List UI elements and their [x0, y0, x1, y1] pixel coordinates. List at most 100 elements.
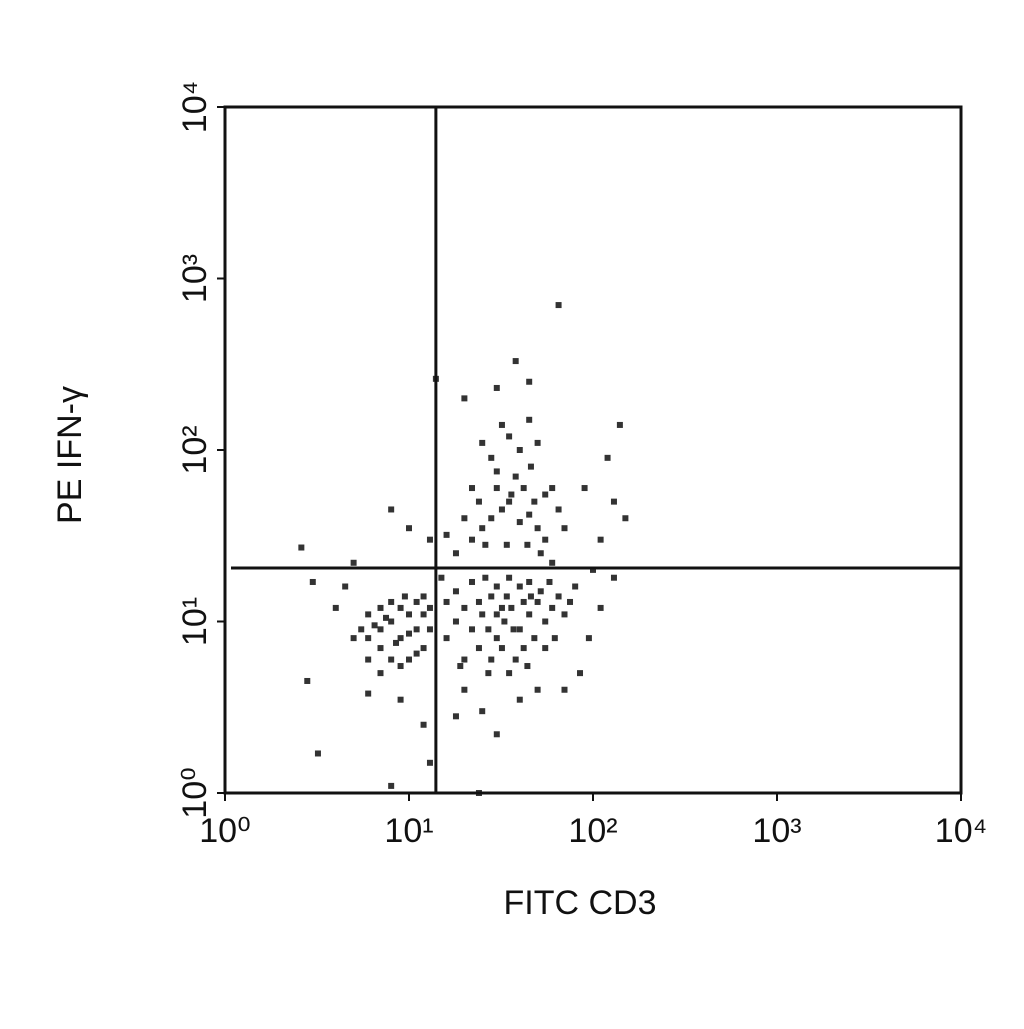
- point: [555, 302, 562, 309]
- point: [461, 515, 468, 522]
- point: [388, 656, 395, 663]
- point: [503, 541, 510, 548]
- y-axis-label: PE IFN-γ: [51, 386, 89, 524]
- y-tick-label: 10³: [176, 254, 214, 303]
- point: [555, 506, 562, 513]
- point: [452, 713, 459, 720]
- point: [365, 635, 372, 642]
- point: [561, 611, 568, 618]
- point: [537, 550, 544, 557]
- point: [342, 583, 349, 590]
- point: [516, 626, 523, 633]
- y-tick-label: 10⁴: [176, 81, 214, 133]
- point: [413, 626, 420, 633]
- point: [304, 677, 311, 684]
- point: [542, 491, 549, 498]
- point: [452, 588, 459, 595]
- point: [512, 656, 519, 663]
- point: [365, 656, 372, 663]
- point: [531, 498, 538, 505]
- point: [388, 598, 395, 605]
- point: [443, 635, 450, 642]
- point: [397, 663, 404, 670]
- point: [479, 525, 486, 532]
- point: [426, 759, 433, 766]
- point: [457, 663, 464, 670]
- point: [413, 650, 420, 657]
- point: [512, 473, 519, 480]
- x-tick-label: 10⁴: [935, 812, 987, 850]
- point: [413, 598, 420, 605]
- point: [506, 670, 513, 677]
- point: [485, 626, 492, 633]
- point: [534, 439, 541, 446]
- x-tick-label: 10⁰: [199, 812, 250, 850]
- point: [526, 611, 533, 618]
- y-tick-label: 10¹: [176, 597, 214, 646]
- point: [498, 421, 505, 428]
- point: [482, 574, 489, 581]
- point: [508, 604, 515, 611]
- point: [469, 578, 476, 585]
- point: [542, 618, 549, 625]
- point: [534, 525, 541, 532]
- point: [516, 696, 523, 703]
- plot-frame: [223, 105, 963, 795]
- point: [420, 593, 427, 600]
- point: [512, 358, 519, 365]
- point: [426, 626, 433, 633]
- x-tick-label: 10¹: [384, 812, 433, 850]
- point: [524, 541, 531, 548]
- point: [604, 454, 611, 461]
- point: [475, 598, 482, 605]
- point: [350, 635, 357, 642]
- point: [365, 611, 372, 618]
- point: [298, 544, 305, 551]
- point: [551, 635, 558, 642]
- point: [555, 593, 562, 600]
- point: [452, 550, 459, 557]
- point: [358, 626, 365, 633]
- point: [493, 731, 500, 738]
- point: [485, 670, 492, 677]
- point: [401, 593, 408, 600]
- point: [506, 498, 513, 505]
- point: [493, 635, 500, 642]
- point: [479, 708, 486, 715]
- point: [561, 525, 568, 532]
- point: [516, 447, 523, 453]
- point: [506, 574, 513, 581]
- point: [332, 604, 339, 611]
- point: [406, 656, 412, 663]
- point: [493, 583, 500, 590]
- point: [488, 454, 495, 461]
- point: [469, 626, 476, 633]
- point: [443, 598, 450, 605]
- point: [393, 639, 400, 646]
- point: [406, 630, 412, 637]
- point: [397, 635, 404, 642]
- point: [520, 485, 527, 492]
- point: [526, 511, 533, 518]
- point: [498, 506, 505, 513]
- point: [420, 611, 427, 618]
- point: [461, 395, 468, 402]
- point: [546, 578, 553, 585]
- point: [452, 618, 459, 625]
- point: [426, 536, 433, 543]
- point: [508, 491, 515, 498]
- point: [542, 645, 549, 652]
- point: [549, 559, 556, 566]
- point: [597, 536, 604, 543]
- point: [516, 583, 523, 590]
- y-tick-label: 10²: [176, 425, 214, 474]
- point: [475, 645, 482, 652]
- point: [581, 485, 588, 492]
- point: [516, 519, 523, 526]
- point: [567, 598, 574, 605]
- point: [397, 604, 404, 611]
- point: [510, 626, 517, 633]
- point: [527, 463, 534, 470]
